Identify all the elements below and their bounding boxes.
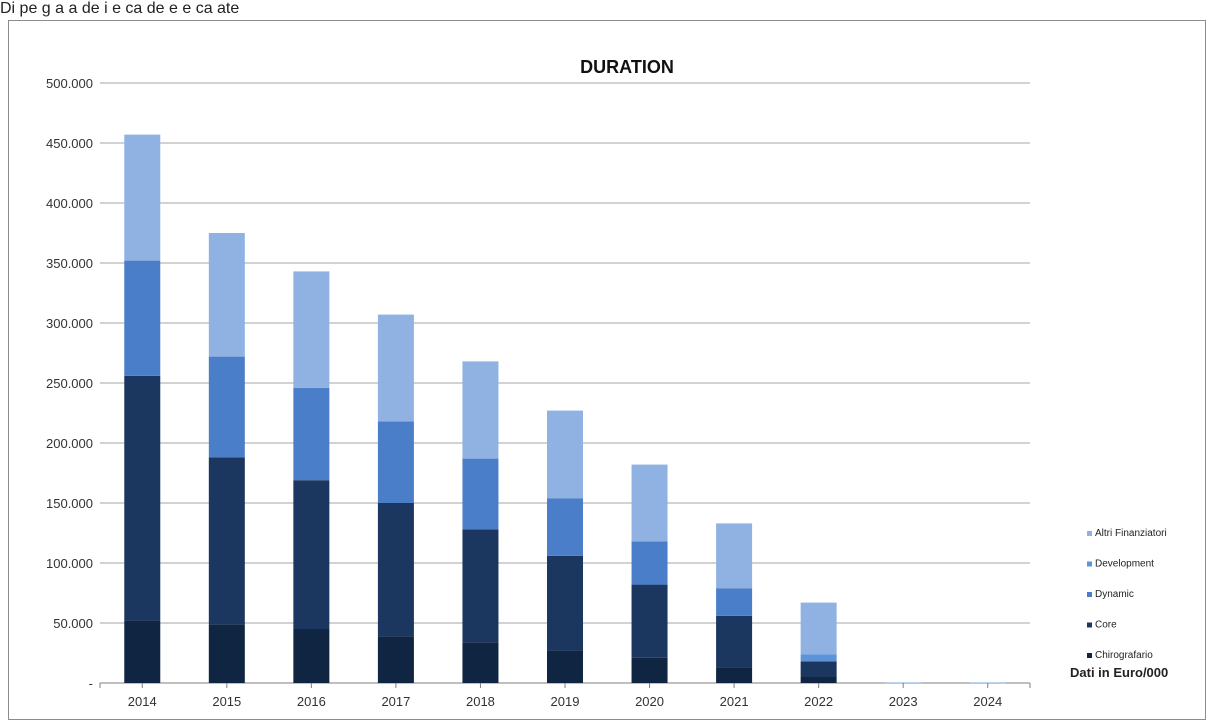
bar-segment <box>208 233 245 357</box>
x-tick-label: 2016 <box>297 694 326 709</box>
x-tick-label: 2017 <box>381 694 410 709</box>
x-tick-label: 2015 <box>212 694 241 709</box>
bar-segment <box>124 260 161 376</box>
bar-segment <box>547 410 583 499</box>
y-axis-ticks: - 50.000 100.000 150.000 200.000 250.000 300.0… <box>46 76 93 691</box>
legend-label: Chirografario <box>1095 650 1153 661</box>
bar-segment <box>293 271 330 388</box>
bar-segment <box>716 615 753 668</box>
legend-swatch <box>1087 592 1092 597</box>
x-tick-label: 2018 <box>466 694 495 709</box>
bar-segment <box>547 498 583 556</box>
cropped-top-text: Di pe g a a de i e ca de e e ca ate <box>0 0 240 17</box>
bar-segment <box>800 654 837 662</box>
bar-segment <box>208 457 245 625</box>
x-tick-label: 2023 <box>889 694 918 709</box>
bar-segment <box>124 620 161 683</box>
bar-segment <box>631 464 668 542</box>
legend-swatch <box>1087 561 1092 567</box>
bar-segment <box>800 677 837 683</box>
bar-segment <box>716 523 753 589</box>
y-tick-label: 350.000 <box>46 256 93 271</box>
bar-segment <box>208 624 245 683</box>
bar-segment <box>377 636 414 683</box>
x-tick-label: 2024 <box>973 694 1002 709</box>
bar-segment <box>293 387 330 481</box>
bars <box>124 134 1006 684</box>
bar-segment <box>547 650 583 683</box>
x-tick-label: 2022 <box>804 694 833 709</box>
bar-segment <box>716 588 753 616</box>
y-tick-label: - <box>89 676 93 691</box>
y-tick-label: 100.000 <box>46 556 93 571</box>
legend-label: Development <box>1095 559 1154 570</box>
bar-segment <box>631 584 668 658</box>
legend-label: Altri Finanziatori <box>1095 528 1167 539</box>
legend-label: Dynamic <box>1095 589 1134 600</box>
x-tick-label: 2019 <box>551 694 580 709</box>
bar-segment <box>293 629 330 683</box>
y-tick-label: 250.000 <box>46 376 93 391</box>
bar-segment <box>800 661 837 677</box>
bar-segment <box>462 642 499 683</box>
x-tick-label: 2021 <box>720 694 749 709</box>
bar-segment <box>547 555 583 651</box>
x-tick-label: 2020 <box>635 694 664 709</box>
bar-segment <box>377 421 414 503</box>
y-tick-label: 450.000 <box>46 136 93 151</box>
legend: Altri Finanziatori Development Dynamic Core… <box>1087 528 1167 661</box>
bar-segment <box>124 375 161 621</box>
bar-segment <box>631 541 668 585</box>
bar-segment <box>631 657 668 683</box>
x-tick-label: 2014 <box>128 694 157 709</box>
y-tick-label: 300.000 <box>46 316 93 331</box>
chart-title: DURATION <box>580 57 674 77</box>
y-tick-label: 50.000 <box>53 616 93 631</box>
units-note: Dati in Euro/000 <box>1070 665 1168 680</box>
legend-swatch <box>1087 531 1092 536</box>
bar-segment <box>208 356 245 458</box>
bar-segment <box>377 503 414 637</box>
bar-segment <box>462 458 499 530</box>
x-axis-ticks: 2014 2015 2016 2017 2018 2019 2020 2021 2022 2023… <box>99 683 1031 709</box>
bar-segment <box>800 602 837 655</box>
y-tick-label: 400.000 <box>46 196 93 211</box>
bar-segment <box>969 682 1006 684</box>
bar-segment <box>462 529 499 643</box>
chart-frame <box>8 20 1206 720</box>
y-tick-label: 200.000 <box>46 436 93 451</box>
bar-segment <box>885 682 922 684</box>
legend-swatch <box>1087 622 1092 628</box>
bar-segment <box>716 667 753 683</box>
y-tick-label: 150.000 <box>46 496 93 511</box>
bar-segment <box>124 134 161 261</box>
bar-segment <box>462 361 499 459</box>
bar-segment <box>377 314 414 422</box>
bar-segment <box>293 480 330 629</box>
legend-label: Core <box>1095 620 1117 631</box>
legend-swatch <box>1087 653 1092 658</box>
y-tick-label: 500.000 <box>46 76 93 91</box>
